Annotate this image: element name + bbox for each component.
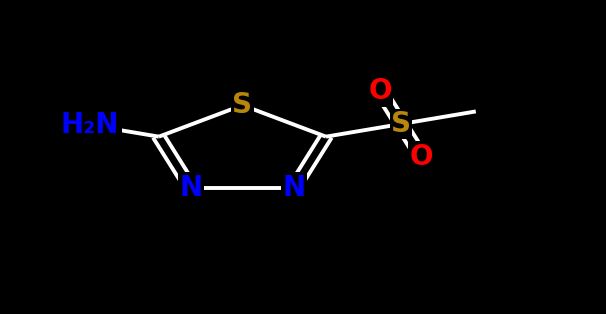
Text: O: O <box>410 143 433 171</box>
Text: H₂N: H₂N <box>61 111 119 139</box>
Text: S: S <box>232 91 253 119</box>
Text: S: S <box>391 110 411 138</box>
Text: O: O <box>368 77 392 105</box>
Text: N: N <box>282 174 305 202</box>
Text: N: N <box>179 174 202 202</box>
